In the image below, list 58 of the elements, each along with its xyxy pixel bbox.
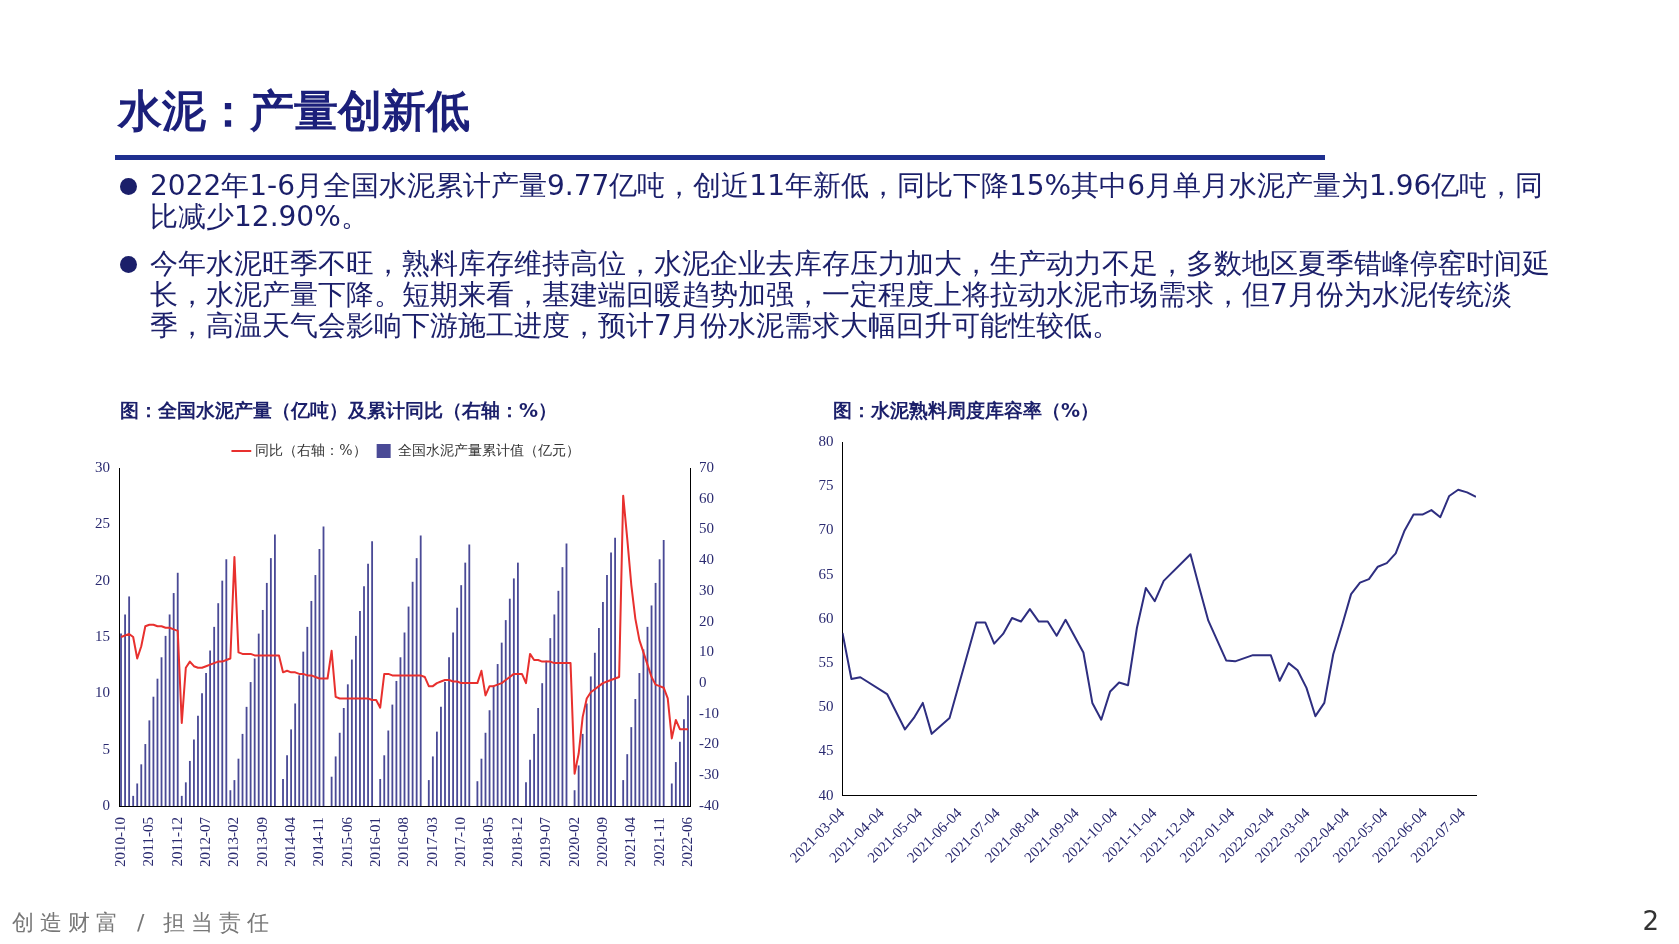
y2-tick-label: 0: [699, 674, 707, 691]
x-tick-label: 2010-10: [111, 817, 128, 867]
x-tick-label: 2013-02: [225, 817, 242, 867]
y2-tick-label: -20: [699, 735, 719, 752]
x-tick-label: 2013-09: [253, 817, 270, 867]
text: 2: [1642, 906, 1659, 936]
y2-tick-label: 10: [699, 643, 714, 660]
x-tick-label: 2021-04: [622, 816, 639, 867]
x-tick-label: 2014-11: [310, 817, 327, 867]
y-tick-label: 5: [102, 740, 110, 757]
y-tick-label: 10: [95, 684, 110, 701]
x-tick-label: 2022-06: [678, 816, 695, 867]
y-tick-label: 50: [818, 698, 834, 715]
chart-title: 图：水泥熟料周度库容率（%）: [833, 398, 1100, 423]
y-tick-label: 65: [818, 565, 834, 582]
x-tick-label: 2018-12: [508, 817, 525, 867]
x-tick-label: 2020-09: [593, 817, 610, 867]
y-tick-label: 55: [818, 654, 834, 671]
y2-tick-label: 50: [699, 520, 714, 537]
y-tick-label: 80: [818, 432, 834, 449]
x-tick-label: 2011-05: [140, 817, 157, 867]
text: 2022年1-6月全国水泥累计产量9.77亿吨，创近11年新低，同比下降15%其中6月单月水泥产量为1.96亿吨，同比减少12.90%。: [118, 169, 1558, 233]
y-tick-label: 25: [95, 515, 110, 532]
x-tick-label: 2014-04: [282, 816, 299, 867]
y-tick-label: 70: [818, 521, 834, 538]
y2-tick-label: 40: [699, 551, 714, 568]
text: 水泥：产量创新低: [118, 84, 470, 138]
x-tick-label: 2021-11: [650, 817, 667, 867]
y2-tick-label: -10: [699, 704, 719, 721]
y-tick-label: 0: [102, 796, 110, 813]
x-tick-label: 2020-02: [565, 817, 582, 867]
x-tick-label: 2016-08: [395, 817, 412, 867]
y2-tick-label: 70: [699, 458, 714, 475]
x-tick-label: 2015-06: [338, 816, 355, 867]
y-tick-label: 60: [818, 609, 834, 626]
chart-title: 图：全国水泥产量（亿吨）及累计同比（右轴：%）: [120, 398, 558, 423]
legend-label: 同比（右轴：%）: [255, 441, 367, 458]
text: 今年水泥旺季不旺，熟料库存维持高位，水泥企业去库存压力加大，生产动力不足，多数地区夏季错峰停窑时间延长，水泥产量下降。短期来看，基建端回暖趋势加强，一定程度上将拉动水泥市场需求，但7月份为水泥传统淡季，高温天气会影响下游施工进度，预计7月份水泥需求大幅回升可能性较低。: [118, 247, 1558, 342]
legend-label: 全国水泥产量累计值（亿元）: [397, 441, 580, 458]
y2-tick-label: -40: [699, 796, 719, 813]
x-tick-label: 2012-07: [197, 816, 214, 867]
y-tick-label: 15: [95, 627, 110, 644]
x-tick-label: 2018-05: [480, 817, 497, 867]
x-tick-label: 2011-12: [168, 817, 185, 867]
y-tick-label: 75: [818, 477, 834, 494]
y-tick-label: 20: [95, 571, 110, 588]
x-tick-label: 2019-07: [537, 816, 554, 867]
y2-tick-label: 60: [699, 489, 714, 506]
y-tick-label: 45: [818, 742, 834, 759]
y2-tick-label: -30: [699, 766, 719, 783]
x-tick-label: 2017-10: [452, 817, 469, 867]
x-tick-label: 2017-03: [423, 817, 440, 867]
y2-tick-label: 30: [699, 581, 714, 598]
text: 创造财富 / 担当责任: [12, 909, 276, 937]
y-tick-label: 40: [818, 786, 834, 803]
y2-tick-label: 20: [699, 612, 714, 629]
y-tick-label: 30: [95, 458, 110, 475]
x-tick-label: 2016-01: [367, 817, 384, 867]
